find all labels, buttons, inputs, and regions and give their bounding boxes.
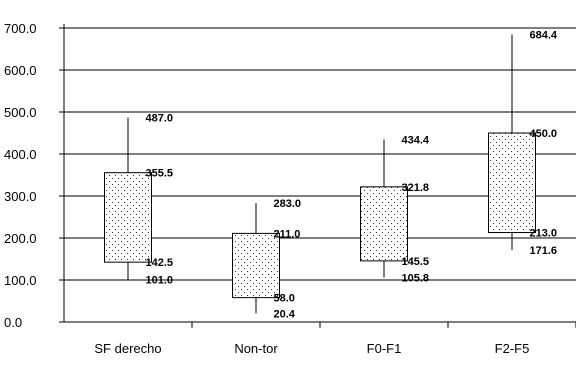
labels: 0.0 100.0 200.0 300.0 400.0 500.0 600.0 700.0 SF… bbox=[4, 21, 558, 356]
label-min-3: 171.6 bbox=[530, 245, 558, 257]
box-1 bbox=[232, 232, 280, 299]
label-q3-0: 355.5 bbox=[146, 168, 174, 180]
label-min-2: 105.8 bbox=[402, 273, 430, 285]
axes bbox=[59, 24, 576, 328]
box-2 bbox=[360, 186, 408, 262]
box-0 bbox=[104, 172, 152, 263]
label-max-1: 283.0 bbox=[274, 198, 302, 210]
label-q1-3: 213.0 bbox=[530, 228, 558, 240]
y-tick-label-2: 200.0 bbox=[4, 231, 37, 246]
y-tick-label-4: 400.0 bbox=[4, 147, 37, 162]
y-tick-label-3: 300.0 bbox=[4, 189, 37, 204]
label-max-0: 487.0 bbox=[146, 112, 174, 124]
y-tick-label-0: 0.0 bbox=[4, 315, 22, 330]
y-tick-label-7: 700.0 bbox=[4, 21, 37, 36]
y-tick-label-6: 600.0 bbox=[4, 63, 37, 78]
label-q1-2: 145.5 bbox=[402, 256, 430, 268]
x-category-label-0: SF derecho bbox=[94, 341, 161, 356]
y-tick-label-1: 100.0 bbox=[4, 273, 37, 288]
label-q3-1: 211.0 bbox=[274, 228, 301, 240]
y-tick-label-5: 500.0 bbox=[4, 105, 37, 120]
label-min-1: 20.4 bbox=[274, 308, 296, 320]
x-category-label-3: F2-F5 bbox=[495, 341, 530, 356]
label-q1-1: 58.0 bbox=[274, 293, 295, 305]
x-category-label-2: F0-F1 bbox=[367, 341, 402, 356]
label-q3-3: 450.0 bbox=[530, 128, 558, 140]
label-q1-0: 142.5 bbox=[146, 257, 174, 269]
boxes bbox=[104, 34, 536, 314]
label-min-0: 101.0 bbox=[146, 275, 174, 287]
label-q3-2: 321.8 bbox=[402, 182, 430, 194]
label-max-3: 684.4 bbox=[530, 30, 558, 42]
x-category-label-1: Non-tor bbox=[234, 341, 278, 356]
box-3 bbox=[488, 132, 536, 234]
label-max-2: 434.4 bbox=[402, 135, 430, 147]
